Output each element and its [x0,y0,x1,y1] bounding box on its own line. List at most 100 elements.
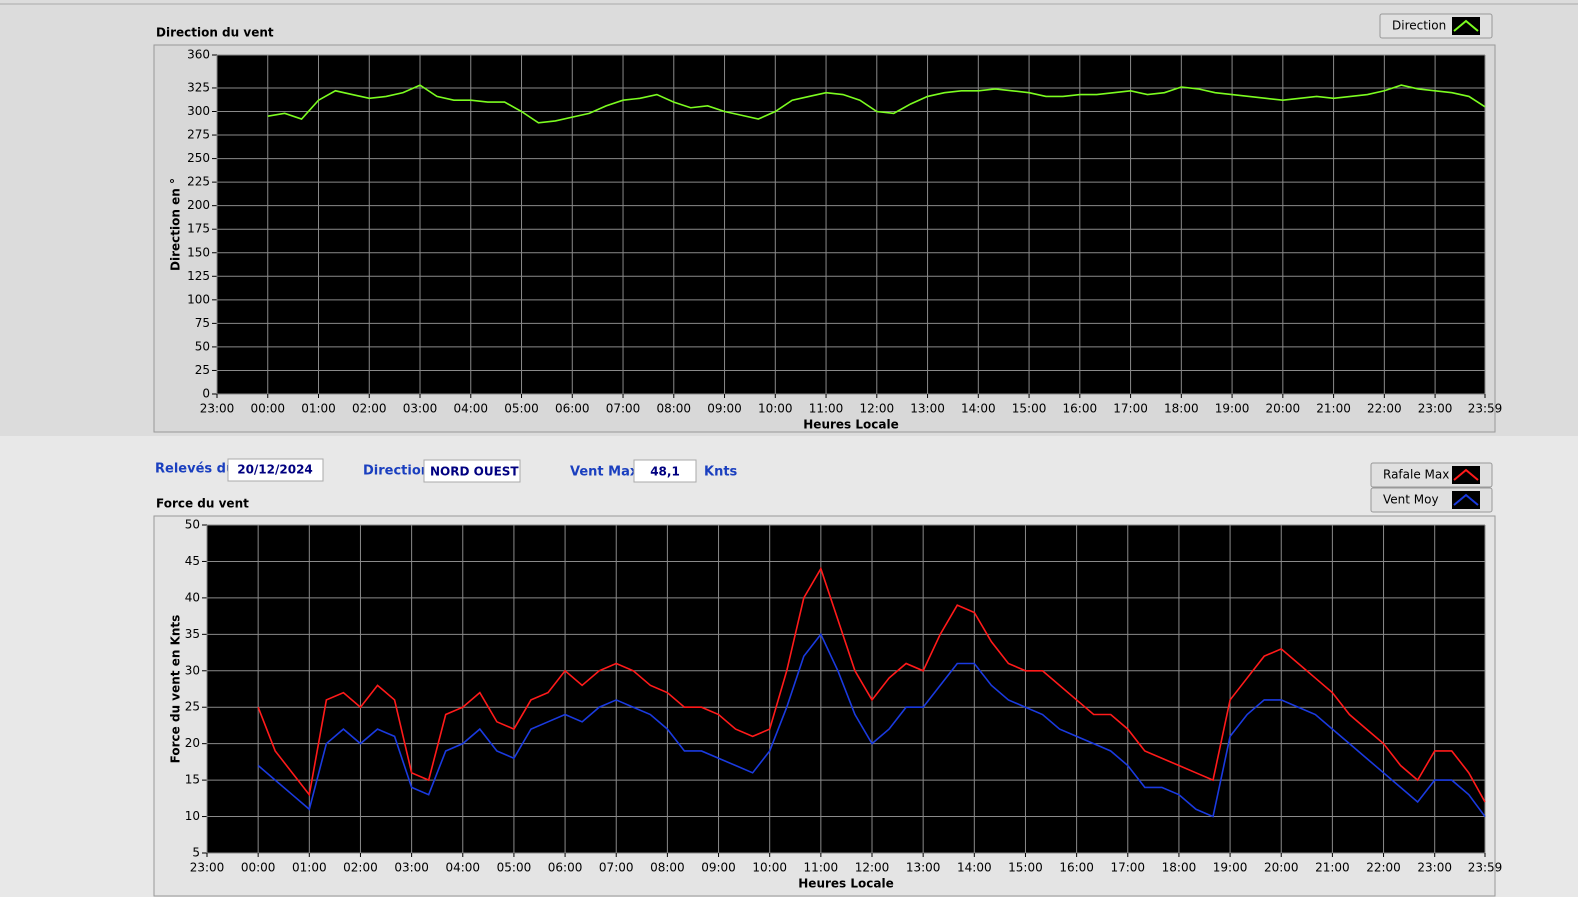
x-tick-label: 15:00 [1008,861,1043,875]
y-tick-label: 100 [187,292,210,306]
plot-area [217,55,1485,394]
x-axis-label: Heures Locale [803,418,898,432]
y-tick-label: 75 [195,316,210,330]
x-tick-label: 23:00 [190,861,225,875]
x-tick-label: 07:00 [606,402,641,416]
x-tick-label: 23:59 [1468,861,1503,875]
x-tick-label: 06:00 [555,402,590,416]
x-tick-label: 22:00 [1366,861,1401,875]
x-axis-label: Heures Locale [798,877,893,891]
legend-label: Rafale Max [1383,468,1449,482]
legend-label: Vent Moy [1383,493,1439,507]
x-tick-label: 09:00 [701,861,736,875]
y-axis-label: Force du vent en Knts [169,615,183,764]
y-tick-label: 275 [187,128,210,142]
x-tick-label: 11:00 [809,402,844,416]
y-axis-label: Direction en ° [169,178,183,271]
y-tick-label: 35 [185,627,200,641]
x-tick-label: 14:00 [957,861,992,875]
x-tick-label: 16:00 [1063,402,1098,416]
x-tick-label: 15:00 [1012,402,1047,416]
y-tick-label: 125 [187,269,210,283]
data-line [257,566,1486,803]
x-tick-label: 20:00 [1266,402,1301,416]
y-tick-label: 5 [192,846,200,860]
x-tick-label: 01:00 [292,861,327,875]
x-tick-label: 18:00 [1164,402,1199,416]
y-tick-label: 40 [185,590,200,604]
legend-swatch-line [1453,468,1479,481]
y-tick-label: 10 [185,809,200,823]
chart-title: Force du vent [156,497,249,511]
y-tick-label: 200 [187,198,210,212]
unit-label: Knts [704,465,738,480]
x-tick-label: 13:00 [910,402,945,416]
y-tick-label: 225 [187,175,210,189]
y-tick-label: 25 [185,700,200,714]
x-tick-label: 19:00 [1213,861,1248,875]
x-tick-label: 00:00 [250,402,285,416]
x-tick-label: 07:00 [599,861,634,875]
plot-area [207,525,1485,853]
x-tick-label: 05:00 [497,861,532,875]
y-tick-label: 50 [185,518,200,532]
y-tick-label: 360 [187,48,210,62]
x-tick-label: 03:00 [403,402,438,416]
x-tick-label: 16:00 [1059,861,1094,875]
field-value: 48,1 [650,465,680,479]
field-value: 20/12/2024 [237,463,313,477]
x-tick-label: 14:00 [961,402,996,416]
x-tick-label: 21:00 [1316,402,1351,416]
field-label: Relevés du [155,462,235,477]
x-tick-label: 05:00 [504,402,539,416]
y-tick-label: 45 [185,554,200,568]
legend-swatch [1452,491,1480,509]
x-tick-label: 13:00 [906,861,941,875]
x-tick-label: 08:00 [656,402,691,416]
y-tick-label: 20 [185,736,200,750]
field-box[interactable] [227,458,324,482]
x-tick-label: 10:00 [758,402,793,416]
x-tick-label: 23:00 [1417,861,1452,875]
chart-title: Direction du vent [156,26,274,40]
x-tick-label: 00:00 [241,861,276,875]
x-tick-label: 10:00 [752,861,787,875]
x-tick-label: 09:00 [707,402,742,416]
x-tick-label: 20:00 [1264,861,1299,875]
x-tick-label: 02:00 [343,861,378,875]
x-tick-label: 12:00 [855,861,890,875]
x-tick-label: 23:00 [1418,402,1453,416]
field-box[interactable] [423,459,521,483]
x-tick-label: 04:00 [453,402,488,416]
field-label: Direction [363,464,430,479]
x-tick-label: 21:00 [1315,861,1350,875]
x-tick-label: 18:00 [1162,861,1197,875]
legend-label: Direction [1392,19,1446,33]
x-tick-label: 01:00 [301,402,336,416]
field-value: NORD OUEST [430,465,519,479]
x-tick-label: 02:00 [352,402,387,416]
legend-swatch [1452,466,1480,484]
y-tick-label: 175 [187,222,210,236]
y-tick-label: 150 [187,245,210,259]
x-tick-label: 17:00 [1110,861,1145,875]
x-tick-label: 03:00 [394,861,429,875]
x-tick-label: 08:00 [650,861,685,875]
y-tick-label: 300 [187,104,210,118]
y-tick-label: 325 [187,80,210,94]
x-tick-label: 11:00 [804,861,839,875]
x-tick-label: 17:00 [1113,402,1148,416]
data-line [267,84,1486,124]
legend-swatch-line [1453,493,1479,506]
y-tick-label: 25 [195,363,210,377]
x-tick-label: 23:00 [200,402,235,416]
x-tick-label: 04:00 [445,861,480,875]
x-tick-label: 06:00 [548,861,583,875]
y-tick-label: 30 [185,663,200,677]
legend-swatch [1452,17,1480,35]
x-tick-label: 22:00 [1367,402,1402,416]
field-box[interactable] [633,459,697,483]
data-line [257,632,1486,818]
